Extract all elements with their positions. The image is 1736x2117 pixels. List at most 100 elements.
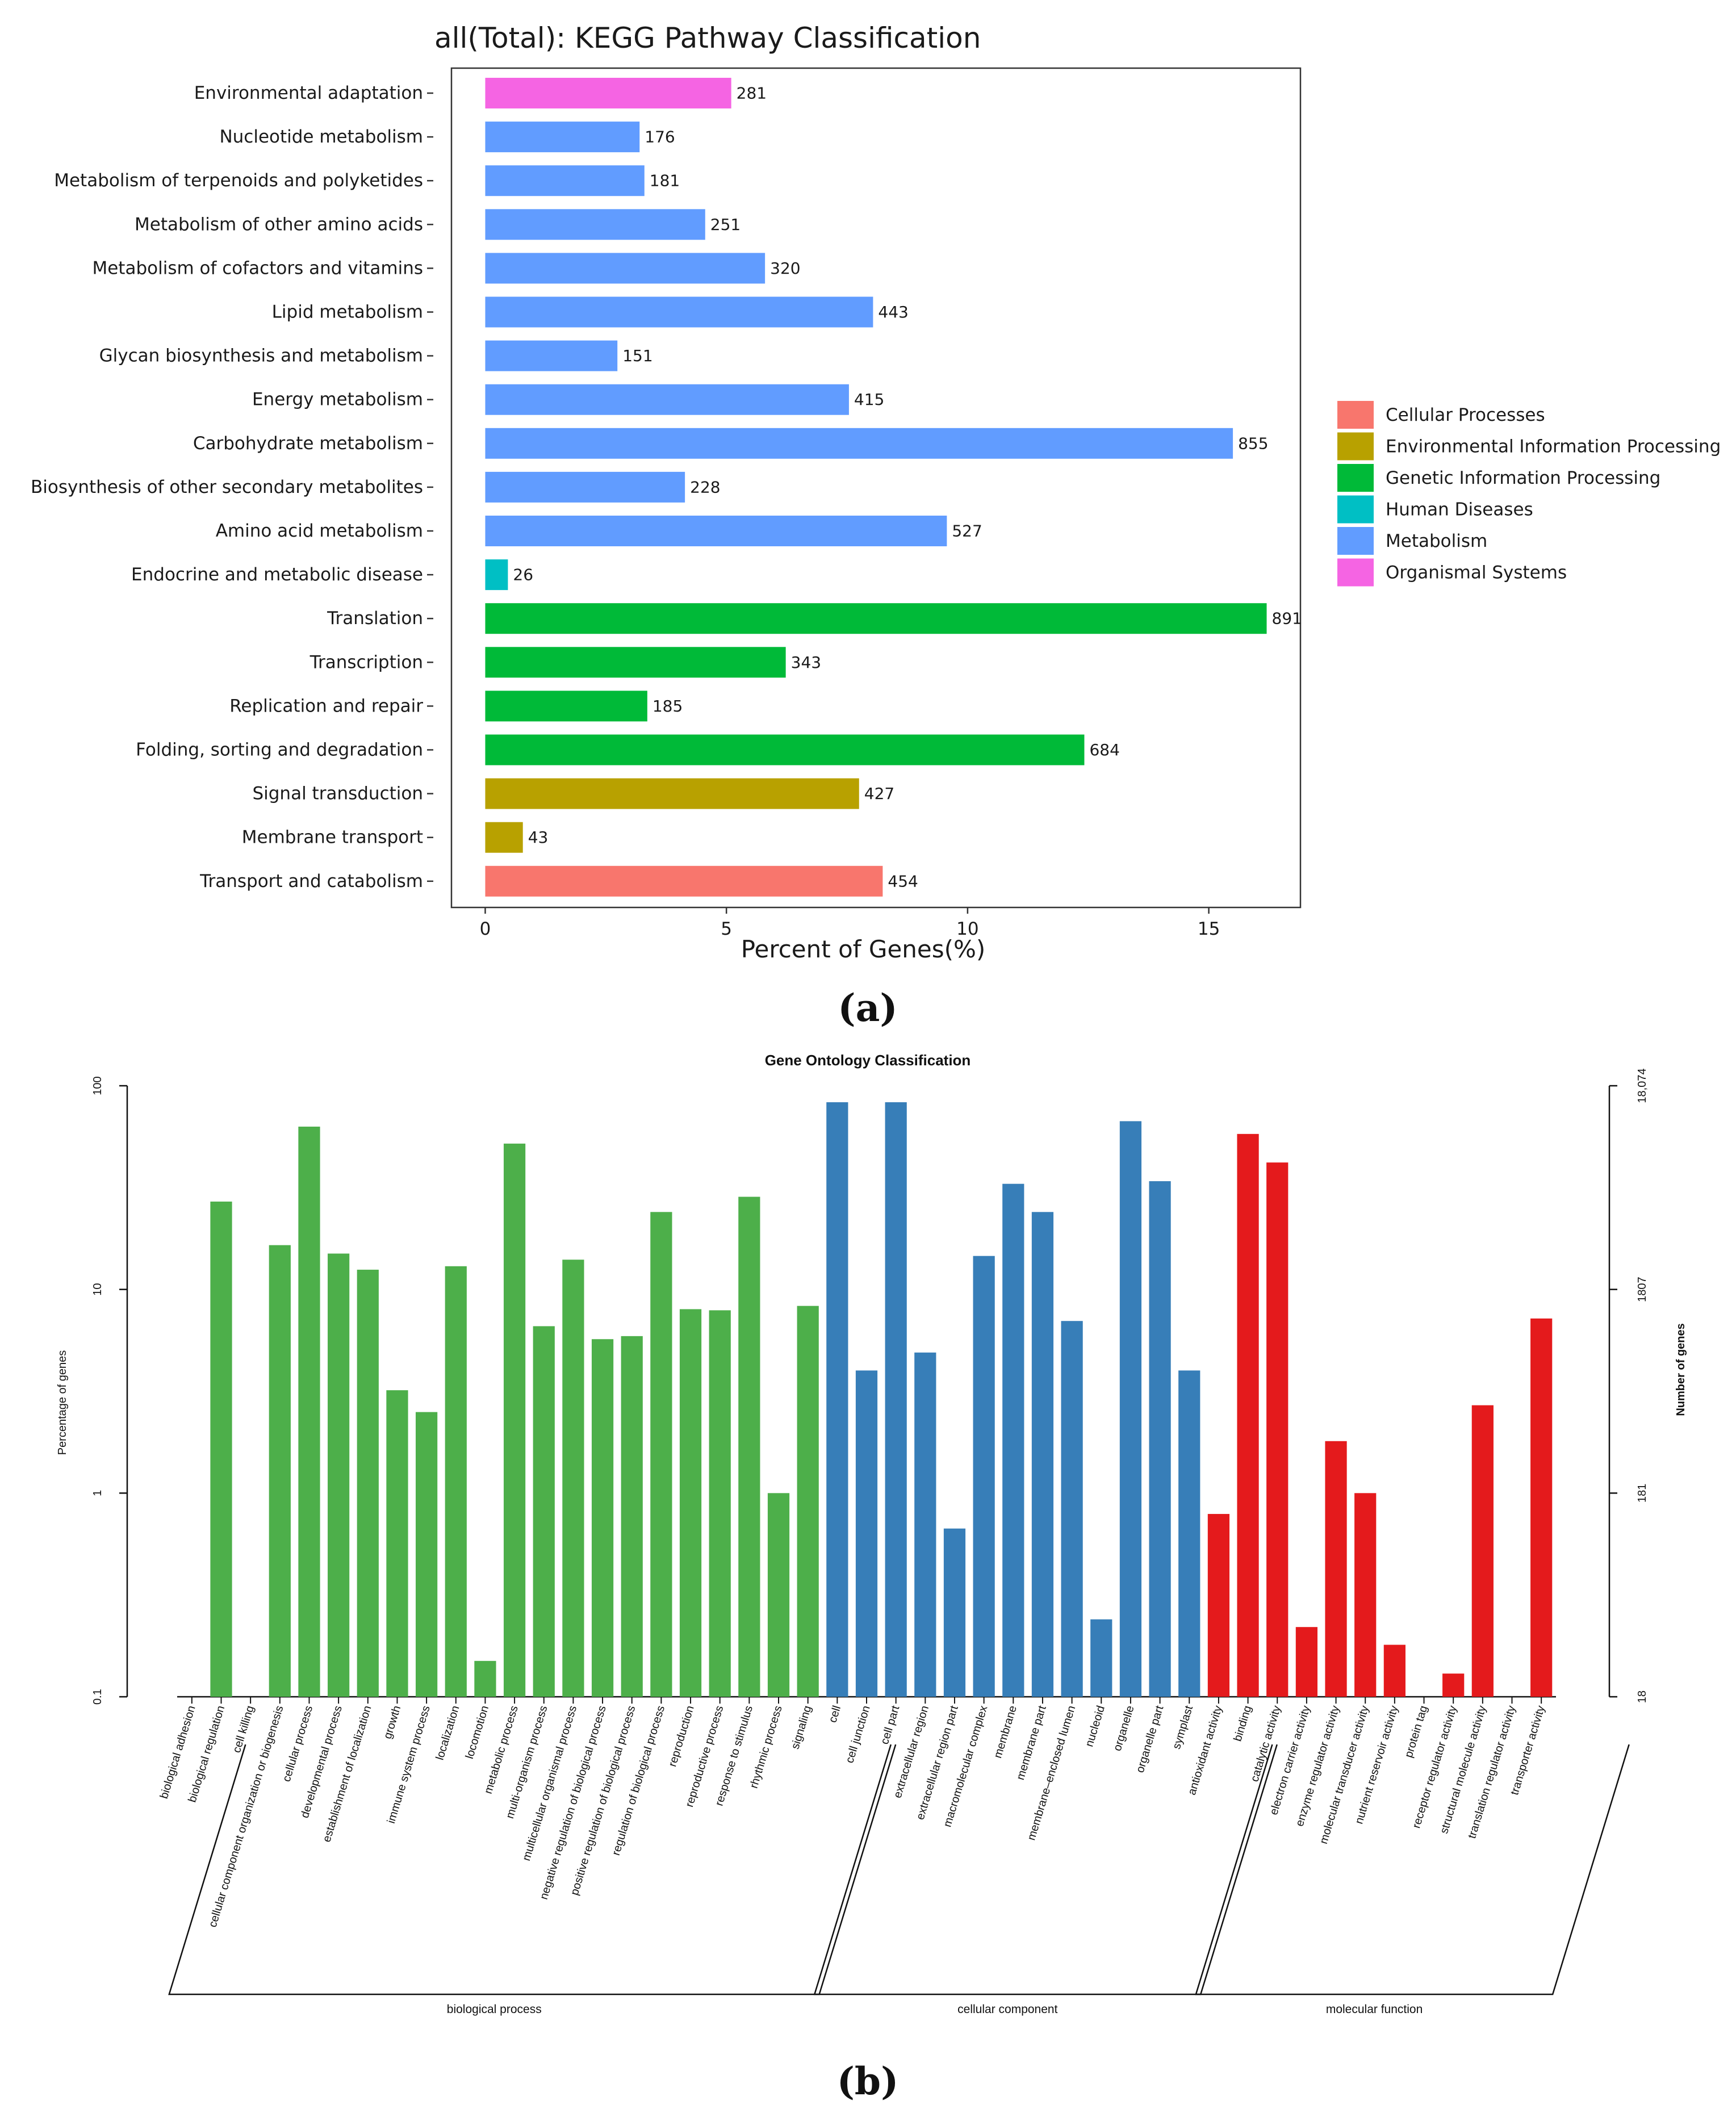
go-group-label: biological process (447, 2003, 542, 2016)
go-bar (591, 1339, 614, 1697)
go-bar (298, 1126, 320, 1697)
kegg-category-label: Translation (327, 608, 423, 629)
kegg-category-label: Membrane transport (242, 827, 423, 848)
go-bar (826, 1102, 848, 1697)
kegg-bar (485, 691, 647, 722)
panel-label-b: (b) (837, 2059, 899, 2103)
go-category-label: signaling (789, 1704, 814, 1751)
go-bar (1237, 1133, 1259, 1697)
kegg-data-label: 181 (650, 171, 680, 190)
kegg-data-label: 320 (770, 259, 800, 278)
go-bar (738, 1196, 760, 1697)
go-y-tick-label: 10 (91, 1283, 104, 1296)
kegg-category-label: Glycan biosynthesis and metabolism (99, 346, 423, 366)
go-category-label: regulation of biological process (610, 1704, 667, 1857)
panel-label-a: (a) (838, 986, 897, 1030)
go-group-bracket (1195, 1744, 1630, 1995)
go-bar (415, 1412, 438, 1697)
legend-label: Environmental Information Processing (1386, 437, 1721, 457)
go-bar (621, 1336, 643, 1697)
go-category-label: cellular process (281, 1704, 316, 1783)
go-category-label: membrane (992, 1704, 1019, 1760)
go-category-label: catalytic activity (1248, 1704, 1283, 1783)
kegg-data-label: 43 (528, 828, 549, 847)
go-bar (1325, 1441, 1347, 1697)
go-bar (1295, 1627, 1318, 1697)
go-bar (357, 1269, 379, 1697)
go-bar (1002, 1183, 1024, 1697)
kegg-bar (485, 647, 786, 678)
go-y-tick-label: 0.1 (91, 1689, 104, 1705)
go-y2-tick-label: 18,074 (1636, 1068, 1649, 1103)
kegg-bar (485, 78, 731, 108)
kegg-bar (485, 516, 947, 546)
kegg-category-label: Environmental adaptation (194, 83, 423, 103)
legend-swatch (1337, 464, 1374, 492)
legend-swatch (1337, 401, 1374, 429)
go-category-label: cell (826, 1704, 843, 1724)
go-category-label: protein tag (1403, 1704, 1430, 1759)
kegg-bar (485, 778, 859, 809)
go-bar (386, 1390, 408, 1697)
kegg-category-label: Biosynthesis of other secondary metaboli… (31, 477, 423, 497)
go-bar (503, 1143, 526, 1697)
legend-label: Human Diseases (1386, 500, 1533, 520)
kegg-category-label: Metabolism of cofactors and vitamins (92, 258, 423, 278)
go-y-axis-label: Percentage of genes (56, 1350, 69, 1455)
go-bar (797, 1306, 819, 1697)
legend-swatch (1337, 558, 1374, 587)
legend-label: Cellular Processes (1386, 405, 1545, 425)
go-bar (533, 1326, 555, 1697)
kegg-bar (485, 165, 645, 196)
go-bar (885, 1102, 907, 1697)
kegg-x-tick-label: 10 (956, 919, 978, 939)
legend-label: Organismal Systems (1386, 563, 1567, 583)
kegg-x-tick-label: 5 (721, 919, 732, 939)
go-bar (1266, 1162, 1289, 1697)
kegg-data-label: 26 (513, 566, 533, 584)
go-bar (1090, 1619, 1112, 1697)
kegg-data-label: 176 (645, 128, 675, 147)
go-bar (973, 1256, 995, 1697)
go-category-label: organelle part (1134, 1704, 1166, 1775)
go-bar (1061, 1321, 1083, 1697)
go-category-label: growth (382, 1704, 404, 1741)
kegg-bar (485, 340, 618, 371)
kegg-plot-frame (450, 67, 1302, 909)
kegg-bar (485, 471, 685, 503)
go-bar (445, 1266, 467, 1697)
go-y-tick-label: 1 (91, 1490, 104, 1496)
go-y2-tick-label: 181 (1636, 1484, 1649, 1503)
go-y2-tick-label: 18 (1636, 1691, 1649, 1703)
go-bar (1530, 1318, 1553, 1697)
go-bar (1207, 1514, 1230, 1697)
kegg-data-label: 151 (622, 346, 652, 365)
go-y2-tick-label: 1807 (1636, 1277, 1649, 1302)
go-group-label: cellular component (957, 2003, 1057, 2016)
legend-swatch (1337, 432, 1374, 461)
go-category-label: multicellular organismal process (520, 1704, 579, 1863)
go-y2-axis-label: Number of genes (1675, 1323, 1687, 1416)
kegg-data-label: 684 (1089, 740, 1119, 759)
legend-label: Metabolism (1386, 531, 1487, 551)
kegg-bar (485, 428, 1233, 459)
kegg-bar (485, 384, 849, 415)
kegg-data-label: 343 (791, 653, 821, 672)
kegg-x-axis-label: Percent of Genes(%) (741, 935, 986, 963)
go-bar (709, 1310, 731, 1697)
go-bar (328, 1253, 350, 1697)
go-bar (767, 1493, 790, 1697)
go-bar (1178, 1370, 1200, 1697)
kegg-data-label: 281 (737, 84, 767, 103)
go-category-label: reproduction (666, 1704, 697, 1768)
kegg-category-label: Endocrine and metabolic disease (131, 564, 423, 585)
go-group-label: molecular function (1326, 2003, 1423, 2016)
kegg-category-label: Folding, sorting and degradation (136, 740, 423, 760)
go-bar (914, 1352, 936, 1697)
legend-swatch (1337, 527, 1374, 555)
go-bar (269, 1245, 291, 1697)
kegg-bar (485, 865, 883, 897)
kegg-data-label: 454 (888, 872, 918, 890)
go-bar (562, 1260, 584, 1697)
